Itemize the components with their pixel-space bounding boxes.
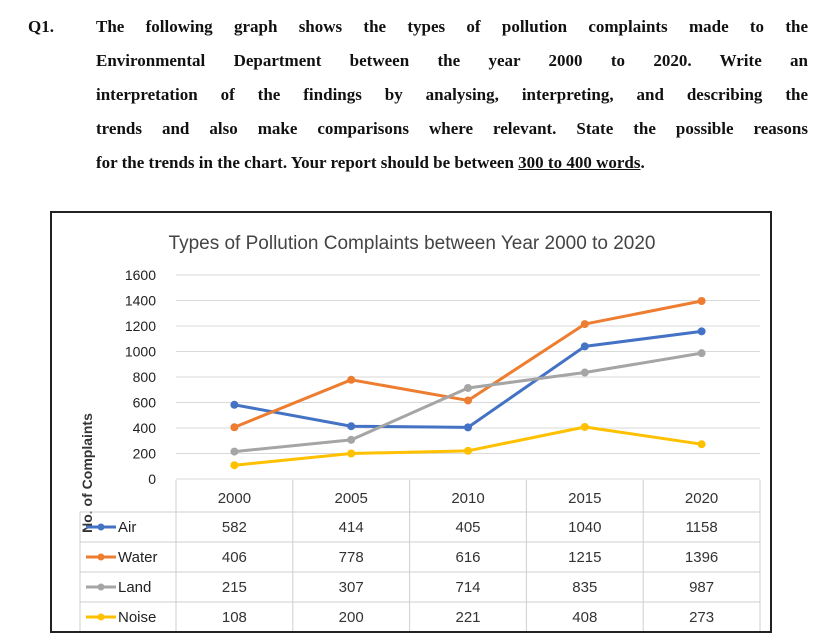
legend-marker bbox=[97, 553, 105, 561]
data-table-cell: 221 bbox=[455, 609, 480, 626]
legend-marker bbox=[97, 583, 105, 591]
legend-label: Water bbox=[118, 549, 157, 566]
x-tick-label: 2000 bbox=[218, 490, 251, 507]
question-text-line: The following graph shows the types of p… bbox=[96, 17, 808, 36]
question-text-line: for the trends in the chart. Your report… bbox=[96, 153, 519, 172]
y-tick-labels: 0 200 400 600 800 1000 1200 1400 1600 bbox=[125, 267, 156, 487]
data-point-noise bbox=[464, 446, 472, 455]
chart-title: Types of Pollution Complaints between Ye… bbox=[169, 233, 656, 254]
y-axis-label: No. of Complaints bbox=[79, 413, 95, 533]
data-point-noise bbox=[347, 449, 356, 458]
y-tick-label: 0 bbox=[148, 471, 156, 487]
series-line-noise bbox=[234, 425, 702, 467]
question-line-1: Q1. The following graph shows the types o… bbox=[28, 10, 808, 44]
data-point-water bbox=[697, 297, 706, 306]
data-point-air bbox=[464, 423, 472, 432]
data-table-cell: 616 bbox=[455, 549, 480, 566]
data-table-cell: 108 bbox=[222, 609, 247, 626]
data-point-air bbox=[347, 422, 356, 431]
question-block: Q1. The following graph shows the types o… bbox=[28, 10, 808, 180]
data-point-noise bbox=[697, 440, 706, 449]
y-tick-label: 400 bbox=[133, 420, 157, 436]
data-table-cell: 714 bbox=[455, 579, 480, 596]
data-point-land bbox=[580, 368, 589, 377]
question-line-4: trends and also make comparisons where r… bbox=[28, 112, 808, 146]
question-text-line: Environmental Department between the yea… bbox=[96, 51, 808, 70]
x-tick-label: 2005 bbox=[335, 490, 368, 507]
question-line-3: interpretation of the findings by analys… bbox=[28, 78, 808, 112]
y-tick-label: 1600 bbox=[125, 267, 156, 283]
y-tick-label: 800 bbox=[133, 369, 157, 385]
data-table-cell: 582 bbox=[222, 519, 247, 536]
data-table-cell: 307 bbox=[339, 579, 364, 596]
question-text-line: interpretation of the findings by analys… bbox=[96, 85, 808, 104]
legend-label: Noise bbox=[118, 609, 156, 626]
question-text-line: . bbox=[640, 153, 645, 172]
y-tick-label: 600 bbox=[133, 395, 157, 411]
data-table-cell: 987 bbox=[689, 579, 714, 596]
data-point-noise bbox=[580, 422, 589, 431]
series-line-air bbox=[234, 329, 702, 429]
y-tick-label: 200 bbox=[133, 446, 157, 462]
data-table-cell: 200 bbox=[339, 609, 364, 626]
legend-marker bbox=[97, 523, 105, 531]
word-count-range: 300 to 400 words bbox=[518, 153, 641, 172]
data-point-land bbox=[697, 349, 706, 358]
data-point-land bbox=[347, 435, 356, 444]
x-tick-label: 2010 bbox=[451, 490, 484, 507]
data-point-water bbox=[347, 375, 356, 384]
data-point-land bbox=[230, 447, 239, 456]
data-table: 2000 2005 2010 2015 2020 Air 582 414 405 1040 1158… bbox=[79, 480, 761, 631]
data-table-cell: 1158 bbox=[685, 519, 717, 536]
chart-frame: Types of Pollution Complaints between Ye… bbox=[50, 211, 772, 633]
data-point-water bbox=[580, 320, 589, 329]
data-point-air bbox=[230, 400, 239, 409]
data-point-water bbox=[230, 423, 239, 432]
y-tick-label: 1200 bbox=[125, 318, 156, 334]
question-number: Q1. bbox=[28, 17, 54, 36]
data-table-cell: 405 bbox=[455, 519, 480, 536]
y-tick-label: 1400 bbox=[125, 293, 156, 309]
data-table-cell: 1215 bbox=[568, 549, 601, 566]
legend-marker bbox=[97, 613, 105, 621]
question-line-2: Environmental Department between the yea… bbox=[28, 44, 808, 78]
data-table-cell: 835 bbox=[572, 579, 597, 596]
data-point-air bbox=[697, 327, 706, 336]
data-table-cell: 215 bbox=[222, 579, 247, 596]
data-point-air bbox=[580, 342, 589, 351]
data-table-cell: 414 bbox=[339, 519, 364, 536]
series-lines bbox=[230, 297, 706, 470]
question-text-line: trends and also make comparisons where r… bbox=[96, 119, 808, 138]
data-table-cell: 408 bbox=[572, 609, 597, 626]
data-table-cell: 778 bbox=[339, 549, 364, 566]
data-table-cell: 406 bbox=[222, 549, 247, 566]
data-point-land bbox=[464, 383, 472, 392]
pollution-line-chart: Types of Pollution Complaints between Ye… bbox=[79, 233, 761, 631]
legend-label: Air bbox=[118, 519, 136, 536]
data-point-water bbox=[464, 396, 472, 405]
gridlines bbox=[176, 274, 760, 480]
data-table-cell: 1396 bbox=[685, 549, 718, 566]
legend-label: Land bbox=[118, 579, 151, 596]
x-tick-label: 2020 bbox=[685, 490, 718, 507]
x-tick-label: 2015 bbox=[568, 490, 601, 507]
data-table-cell: 1040 bbox=[568, 519, 601, 536]
data-table-cell: 273 bbox=[689, 609, 714, 626]
data-point-noise bbox=[230, 461, 239, 470]
y-tick-label: 1000 bbox=[125, 344, 156, 360]
question-line-5: for the trends in the chart. Your report… bbox=[28, 146, 808, 180]
